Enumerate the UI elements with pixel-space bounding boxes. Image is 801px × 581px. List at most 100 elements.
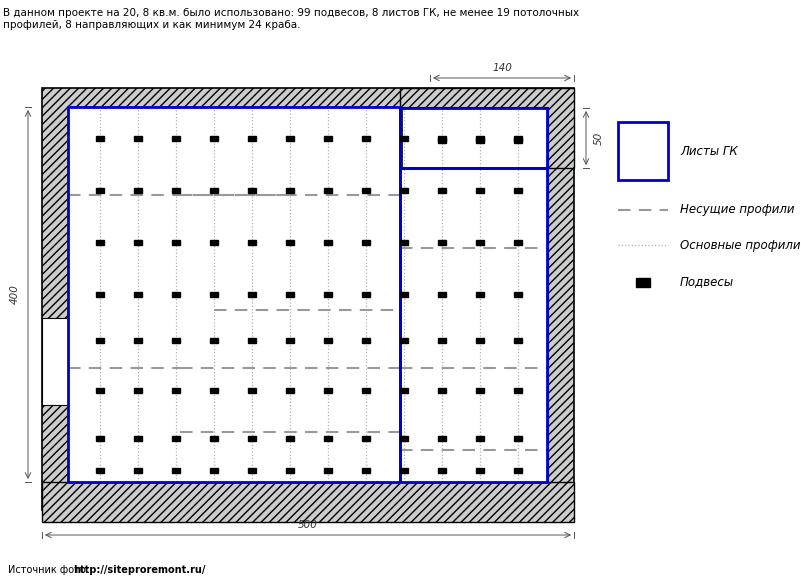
Bar xyxy=(400,188,408,192)
Bar xyxy=(248,135,256,141)
Bar xyxy=(134,292,142,296)
Bar xyxy=(476,338,484,343)
Bar xyxy=(134,338,142,343)
Bar xyxy=(210,292,218,296)
Bar xyxy=(362,188,370,192)
Bar xyxy=(286,338,294,343)
Bar xyxy=(248,338,256,343)
Bar xyxy=(514,188,522,192)
Bar xyxy=(476,239,484,245)
Bar xyxy=(618,122,668,180)
Text: 140: 140 xyxy=(492,63,512,73)
Bar xyxy=(362,338,370,343)
Bar xyxy=(514,135,522,141)
Bar xyxy=(172,468,180,472)
Bar xyxy=(210,239,218,245)
Bar xyxy=(400,239,408,245)
Bar xyxy=(476,138,484,142)
Text: Источник фото:: Источник фото: xyxy=(8,565,92,575)
Bar xyxy=(134,388,142,393)
Bar xyxy=(96,468,104,472)
Bar xyxy=(362,468,370,472)
Bar xyxy=(172,436,180,440)
Bar xyxy=(134,436,142,440)
Bar xyxy=(362,239,370,245)
Bar xyxy=(248,239,256,245)
Bar xyxy=(286,135,294,141)
Bar xyxy=(438,135,446,141)
Bar xyxy=(324,436,332,440)
Text: Несущие профили: Несущие профили xyxy=(680,203,795,217)
Bar xyxy=(362,135,370,141)
Bar xyxy=(400,468,408,472)
Bar xyxy=(400,108,547,168)
Bar xyxy=(400,338,408,343)
Bar xyxy=(248,468,256,472)
Bar xyxy=(362,388,370,393)
Bar xyxy=(42,88,574,510)
Bar xyxy=(514,239,522,245)
Bar xyxy=(172,292,180,296)
Bar xyxy=(476,135,484,141)
Bar xyxy=(438,388,446,393)
Bar xyxy=(172,135,180,141)
Bar xyxy=(438,239,446,245)
Bar xyxy=(68,107,400,482)
Bar xyxy=(96,292,104,296)
Bar xyxy=(248,388,256,393)
Text: Подвесы: Подвесы xyxy=(680,275,735,289)
Bar xyxy=(324,338,332,343)
Text: 400: 400 xyxy=(10,285,20,304)
Bar xyxy=(476,388,484,393)
Bar xyxy=(286,239,294,245)
Bar xyxy=(134,188,142,192)
Bar xyxy=(248,292,256,296)
Bar xyxy=(286,292,294,296)
Bar xyxy=(134,239,142,245)
Bar xyxy=(400,88,574,168)
Bar xyxy=(324,468,332,472)
Bar xyxy=(210,338,218,343)
Bar xyxy=(134,135,142,141)
Bar xyxy=(172,188,180,192)
Bar xyxy=(400,388,408,393)
Bar xyxy=(514,388,522,393)
Bar xyxy=(248,436,256,440)
Bar xyxy=(172,338,180,343)
Bar xyxy=(476,436,484,440)
Bar xyxy=(324,292,332,296)
Bar xyxy=(324,188,332,192)
Bar xyxy=(286,436,294,440)
Bar xyxy=(438,188,446,192)
Bar xyxy=(210,388,218,393)
Bar xyxy=(42,318,68,405)
Bar xyxy=(210,188,218,192)
Text: В данном проекте на 20, 8 кв.м. было использовано: 99 подвесов, 8 листов ГК, не : В данном проекте на 20, 8 кв.м. было исп… xyxy=(3,8,579,30)
Bar xyxy=(400,135,408,141)
Bar xyxy=(96,135,104,141)
Bar xyxy=(400,436,408,440)
Text: http://siteproremont.ru/: http://siteproremont.ru/ xyxy=(73,565,205,575)
Bar xyxy=(400,168,547,482)
Bar xyxy=(514,292,522,296)
Bar xyxy=(438,468,446,472)
Bar xyxy=(438,138,446,142)
Bar xyxy=(96,338,104,343)
Bar xyxy=(324,388,332,393)
Bar xyxy=(476,188,484,192)
Bar xyxy=(134,468,142,472)
Bar xyxy=(248,188,256,192)
Bar xyxy=(438,338,446,343)
Text: Листы ГК: Листы ГК xyxy=(680,145,738,157)
Bar xyxy=(210,468,218,472)
Bar xyxy=(96,388,104,393)
Bar xyxy=(42,385,68,405)
Bar xyxy=(96,239,104,245)
Bar xyxy=(402,108,547,168)
Bar xyxy=(172,239,180,245)
Bar xyxy=(636,278,650,286)
Bar xyxy=(286,188,294,192)
Bar xyxy=(42,482,574,522)
Bar xyxy=(210,436,218,440)
Bar xyxy=(400,292,408,296)
